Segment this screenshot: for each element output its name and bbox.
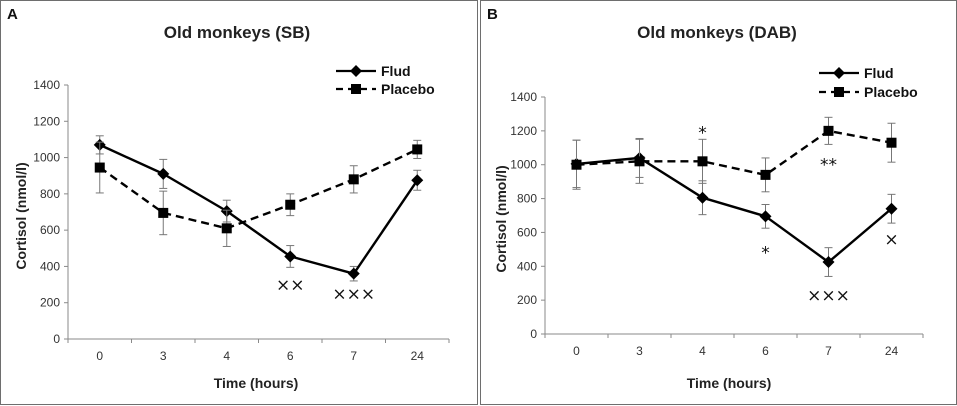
x-axis-title: Time (hours) (214, 375, 299, 391)
data-point-placebo (634, 156, 645, 167)
legend: Flud Placebo (819, 65, 918, 100)
data-point-placebo (285, 199, 296, 210)
significance-annotation: ××× (807, 286, 850, 306)
significance-annotation: ×× (276, 276, 305, 296)
x-axis-title: Time (hours) (687, 375, 772, 391)
y-tick-label: 600 (40, 223, 60, 237)
legend: Flud Placebo (336, 63, 435, 97)
legend-diamond-marker (350, 65, 362, 77)
data-point-placebo (697, 156, 708, 167)
data-point-placebo (760, 169, 771, 180)
y-tick-label: 800 (517, 192, 537, 206)
data-point-placebo (348, 174, 359, 185)
data-point-placebo (94, 162, 105, 173)
significance-annotation: ××× (332, 285, 375, 305)
panel-label: B (487, 6, 498, 23)
y-tick-label: 1200 (33, 114, 60, 128)
x-tick-label: 4 (223, 349, 230, 363)
legend-diamond-marker (833, 67, 845, 79)
chart-svg-a: A Old monkeys (SB) Time (hours) Cortisol… (7, 6, 450, 391)
series-line-placebo (99, 148, 418, 230)
y-tick-label: 400 (517, 259, 537, 273)
y-tick-label: 200 (40, 296, 60, 310)
data-point-flud (696, 191, 709, 204)
x-tick-label: 0 (96, 349, 103, 363)
data-point-flud (284, 250, 297, 263)
x-tick-label: 6 (762, 344, 769, 358)
y-tick-label: 400 (40, 259, 60, 273)
y-axis-title: Cortisol (nmol/l) (13, 162, 29, 269)
y-tick-label: 1400 (510, 90, 537, 104)
chart-title: Old monkeys (SB) (164, 23, 310, 42)
y-axis-title: Cortisol (nmol/l) (493, 165, 509, 272)
series-line-placebo (576, 129, 892, 177)
series-line-flud (576, 156, 893, 264)
x-tick-label: 24 (885, 344, 899, 358)
x-tick-label: 7 (825, 344, 832, 358)
y-tick-label: 200 (517, 293, 537, 307)
x-tick-label: 0 (573, 344, 580, 358)
y-tick-label: 0 (530, 327, 537, 341)
data-point-placebo (823, 125, 834, 136)
significance-annotation: ** (820, 156, 837, 176)
legend-square-marker (351, 84, 361, 94)
y-tick-label: 1400 (33, 78, 60, 92)
significance-annotation: * (698, 124, 707, 144)
legend-label-flud: Flud (381, 63, 411, 79)
x-tick-label: 6 (287, 349, 294, 363)
y-tick-label: 1000 (33, 151, 60, 165)
data-point-placebo (412, 144, 423, 155)
series-line-flud (99, 143, 419, 275)
data-point-flud (885, 202, 898, 215)
legend-label-flud: Flud (864, 65, 894, 81)
chart-svg-b: B Old monkeys (DAB) Time (hours) Cortiso… (487, 6, 924, 391)
data-point-placebo (571, 159, 582, 170)
data-point-flud (822, 256, 835, 269)
y-tick-label: 1200 (510, 124, 537, 138)
y-tick-label: 800 (40, 187, 60, 201)
x-tick-label: 24 (411, 349, 425, 363)
x-tick-label: 3 (160, 349, 167, 363)
legend-label-placebo: Placebo (864, 84, 918, 100)
data-point-placebo (158, 207, 169, 218)
legend-label-placebo: Placebo (381, 81, 435, 97)
x-tick-label: 4 (699, 344, 706, 358)
data-point-flud (411, 174, 424, 187)
legend-square-marker (834, 87, 844, 97)
chart-panel-b: B Old monkeys (DAB) Time (hours) Cortiso… (480, 0, 957, 405)
x-tick-label: 7 (350, 349, 357, 363)
panel-label: A (7, 6, 18, 23)
significance-annotation: × (884, 230, 898, 250)
y-tick-label: 0 (53, 332, 60, 346)
data-point-flud (759, 210, 772, 223)
chart-title: Old monkeys (DAB) (637, 23, 797, 42)
x-tick-label: 3 (636, 344, 643, 358)
data-point-flud (157, 167, 170, 180)
y-tick-label: 1000 (510, 158, 537, 172)
y-tick-label: 600 (517, 225, 537, 239)
data-point-placebo (221, 223, 232, 234)
significance-annotation: * (761, 244, 770, 264)
data-point-flud (347, 267, 360, 280)
data-point-placebo (886, 137, 897, 148)
chart-panel-a: A Old monkeys (SB) Time (hours) Cortisol… (0, 0, 478, 405)
